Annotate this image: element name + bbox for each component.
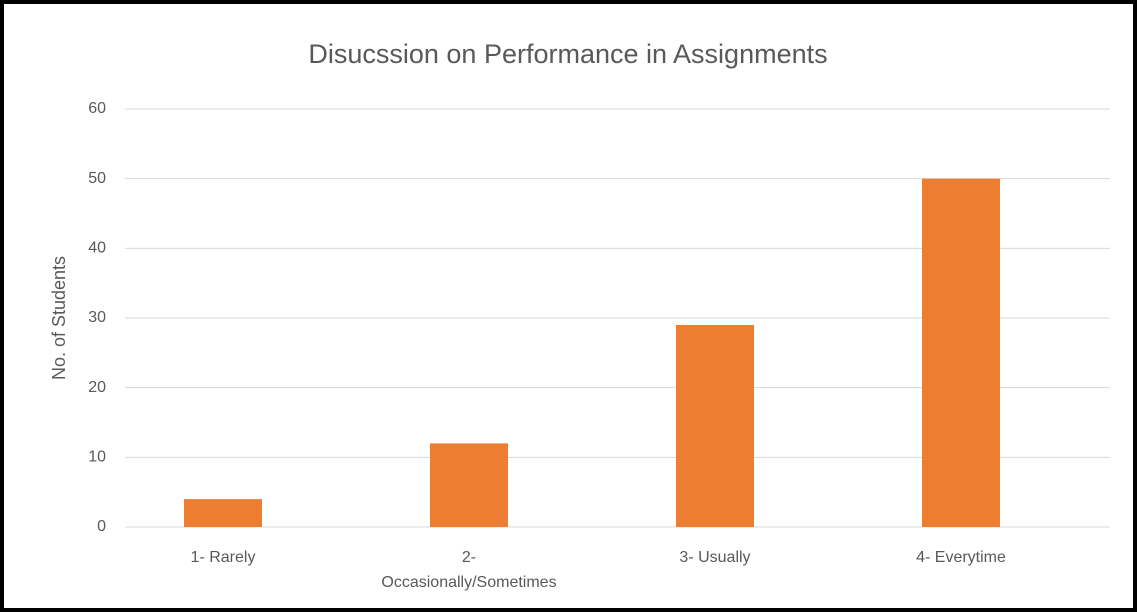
y-tick-label: 20 bbox=[88, 379, 106, 396]
x-tick-label: 2-Occasionally/Sometimes bbox=[381, 549, 556, 591]
y-tick-label: 30 bbox=[88, 309, 106, 326]
y-tick-label: 40 bbox=[88, 240, 106, 257]
bar bbox=[184, 499, 262, 527]
x-tick-label: 3- Usually bbox=[679, 549, 750, 566]
chart-title: Disucssion on Performance in Assignments bbox=[308, 39, 827, 69]
x-tick-label: 4- Everytime bbox=[916, 549, 1006, 566]
bar bbox=[430, 443, 508, 527]
y-tick-label: 50 bbox=[88, 170, 106, 187]
y-tick-label: 60 bbox=[88, 100, 106, 117]
bar bbox=[676, 324, 754, 527]
x-tick-label: 1- Rarely bbox=[191, 549, 256, 566]
y-axis-label: No. of Students bbox=[49, 256, 69, 380]
y-tick-label: 0 bbox=[97, 518, 106, 535]
bar bbox=[922, 178, 1000, 527]
y-tick-label: 10 bbox=[88, 449, 106, 466]
